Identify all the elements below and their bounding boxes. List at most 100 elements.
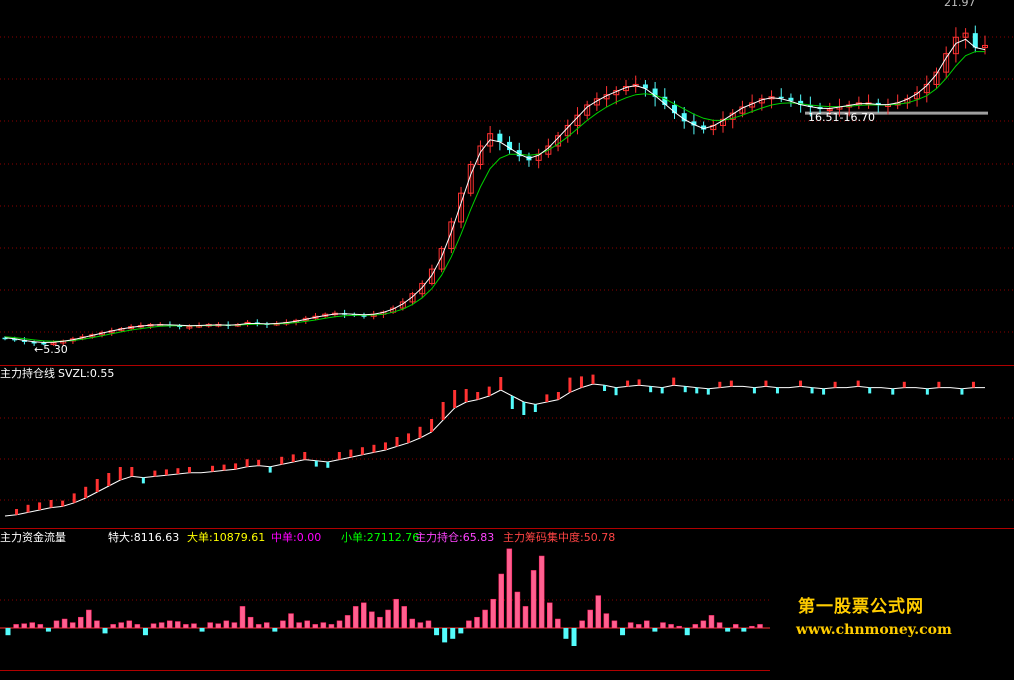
holding-tick-78 xyxy=(902,381,906,388)
flow-bar-20 xyxy=(166,620,173,629)
holding-svzl-value: SVZL:0.55 xyxy=(58,367,115,380)
holding-tick-84 xyxy=(971,381,975,388)
candle-body-101 xyxy=(982,44,988,49)
holding-tick-50 xyxy=(579,376,583,388)
flow-bar-41 xyxy=(336,620,343,629)
candle-body-80 xyxy=(778,96,784,99)
flow-bar-15 xyxy=(126,620,133,629)
flow-bar-43 xyxy=(352,606,359,629)
flow-bar-57 xyxy=(466,620,472,629)
flow-bar-7 xyxy=(61,618,68,629)
flow-bar-45 xyxy=(369,611,375,629)
flow-bar-31 xyxy=(255,624,262,629)
flow-bar-33 xyxy=(272,628,278,632)
flow-bar-80 xyxy=(652,628,658,632)
holding-tick-18 xyxy=(211,465,215,472)
flow-bar-66 xyxy=(538,555,545,629)
flow-bar-69 xyxy=(563,628,569,639)
holding-tick-33 xyxy=(383,442,387,450)
candle-body-100 xyxy=(972,33,978,48)
flow-stat-4: 主力持仓:65.83 xyxy=(415,531,495,544)
holding-tick-71 xyxy=(822,388,826,395)
flow-bar-26 xyxy=(215,623,221,629)
flow-bar-46 xyxy=(377,616,383,629)
flow-bar-14 xyxy=(118,622,124,629)
flow-bar-70 xyxy=(571,628,577,646)
flow-bar-27 xyxy=(223,620,230,629)
flow-bar-75 xyxy=(611,620,618,629)
flow-bar-56 xyxy=(458,628,464,634)
flow-bar-73 xyxy=(595,595,602,629)
holding-tick-66 xyxy=(764,380,768,387)
candle-body-44 xyxy=(428,268,435,284)
flow-bar-83 xyxy=(676,625,682,629)
flow-bar-64 xyxy=(522,606,529,629)
holding-tick-70 xyxy=(810,387,814,394)
flow-bar-63 xyxy=(514,591,521,629)
holding-tick-51 xyxy=(591,374,595,384)
holding-tick-60 xyxy=(695,387,699,394)
holding-tick-45 xyxy=(522,402,526,415)
flow-bar-18 xyxy=(150,623,157,629)
flow-bar-50 xyxy=(409,618,416,629)
flow-bar-53 xyxy=(434,628,440,636)
candle-body-82 xyxy=(798,100,804,105)
holding-tick-32 xyxy=(372,444,376,453)
flow-bar-13 xyxy=(110,624,116,629)
flow-bar-85 xyxy=(692,624,699,629)
flow-bar-74 xyxy=(603,613,610,629)
holding-tick-41 xyxy=(476,392,480,400)
holding-tick-16 xyxy=(187,467,191,473)
flow-bar-90 xyxy=(732,624,739,629)
flow-bar-8 xyxy=(69,622,76,629)
flow-bar-61 xyxy=(498,573,504,629)
flow-bar-54 xyxy=(442,628,448,643)
candle-body-90 xyxy=(875,102,881,105)
flow-bar-4 xyxy=(37,624,44,629)
ma-fast-line xyxy=(4,38,986,344)
holding-tick-47 xyxy=(545,394,549,402)
holding-tick-43 xyxy=(499,377,503,390)
holding-tick-25 xyxy=(291,454,295,462)
holding-tick-28 xyxy=(326,462,330,468)
candle-body-67 xyxy=(652,88,658,97)
candle-body-81 xyxy=(788,97,794,101)
holding-tick-31 xyxy=(360,447,364,455)
flow-bar-51 xyxy=(417,622,424,629)
flow-bar-3 xyxy=(29,622,36,629)
flow-bar-59 xyxy=(482,609,488,629)
flow-bar-39 xyxy=(320,622,327,629)
flow-bar-71 xyxy=(579,620,585,629)
flow-bar-68 xyxy=(555,618,561,629)
flow-bar-65 xyxy=(530,570,537,629)
flow-bar-17 xyxy=(142,628,148,636)
flow-bar-19 xyxy=(158,622,165,629)
holding-tick-14 xyxy=(164,469,168,476)
flow-bar-9 xyxy=(78,616,84,629)
holding-tick-42 xyxy=(487,386,491,396)
holding-tick-37 xyxy=(430,419,434,432)
candle-body-52 xyxy=(507,141,513,151)
flow-bar-2 xyxy=(21,623,27,629)
flow-bar-12 xyxy=(102,628,108,634)
holding-tick-77 xyxy=(891,388,895,395)
holding-tick-26 xyxy=(303,452,307,460)
candle-body-48 xyxy=(467,163,474,194)
candle-body-74 xyxy=(720,118,727,126)
flow-bar-86 xyxy=(700,620,707,629)
candle-body-1 xyxy=(12,338,18,341)
flow-bar-77 xyxy=(627,622,634,629)
flow-bar-36 xyxy=(296,622,302,629)
holding-tick-72 xyxy=(833,381,837,388)
flow-bar-78 xyxy=(635,624,642,629)
candle-body-85 xyxy=(826,108,833,112)
candle-body-61 xyxy=(593,98,600,106)
candle-body-18 xyxy=(177,325,183,328)
holding-tick-39 xyxy=(453,390,457,408)
price-low-label: ←5.30 xyxy=(34,343,68,356)
holding-tick-61 xyxy=(706,388,710,395)
holding-tick-81 xyxy=(937,381,941,388)
flow-stat-5: 主力筹码集中度:50.78 xyxy=(503,531,616,544)
candle-body-83 xyxy=(807,104,813,108)
